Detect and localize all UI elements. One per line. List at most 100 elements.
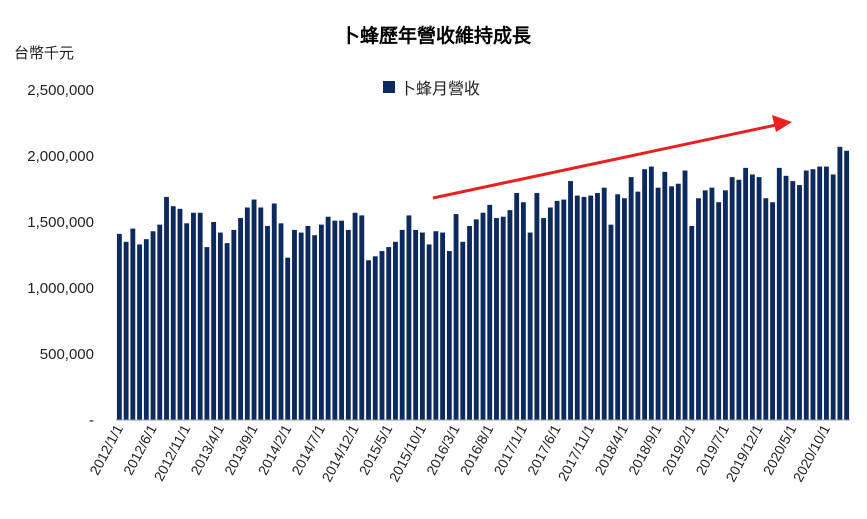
bar [534,192,540,420]
bar [568,181,573,420]
bar [164,196,169,420]
bar [406,215,412,420]
bar [473,219,479,420]
bar [460,241,466,420]
y-tick-label: 1,000,000 [27,280,94,297]
bar [211,222,217,420]
y-axis: - 500,000 1,000,000 1,500,000 2,000,000 2,500… [27,82,94,429]
bar [574,195,580,420]
bar [116,233,122,420]
bar [830,174,836,420]
bar [217,232,223,420]
bar [749,174,755,420]
bar [123,241,129,420]
bar [285,257,291,420]
bar [244,207,250,420]
bar [325,216,331,420]
y-unit-label: 台幣千元 [14,44,74,62]
bar [770,202,775,420]
bar [184,223,190,420]
bar [298,232,304,420]
bar [743,167,749,420]
bar [177,208,183,420]
bar [635,191,641,420]
bar [736,179,742,420]
bar [844,150,850,420]
bar [224,243,230,420]
bar [520,202,526,420]
bar [426,244,432,420]
bar [399,229,405,420]
bar [238,218,243,420]
bar [716,202,722,420]
bar [763,198,769,420]
bar [487,204,493,420]
bar [541,218,547,420]
bar [675,183,681,420]
bar [433,231,439,420]
y-tick-label: 500,000 [40,346,94,363]
bar [446,251,452,420]
bar [359,215,365,420]
bar [393,241,398,420]
bar [783,175,789,420]
bar [817,166,823,420]
bar [810,169,816,420]
bar [137,244,142,420]
bar [339,220,345,420]
bar [258,207,264,420]
bar [366,260,371,420]
legend-label: 卜蜂月營收 [400,79,480,98]
bar [440,232,446,420]
bar [642,169,648,420]
bar [648,166,654,420]
y-tick-label: - [89,412,94,429]
bar [312,235,318,420]
bar [621,198,627,420]
bar [723,190,728,420]
legend-swatch [383,81,395,93]
legend: 卜蜂月營收 [383,79,480,98]
bar [453,214,459,420]
bar [581,196,587,420]
bar [561,199,567,420]
bar [265,225,270,420]
bar [419,232,425,420]
y-tick-label: 2,500,000 [27,82,94,99]
bar [251,199,257,420]
trend-arrow-line [432,123,777,200]
bar [292,229,297,420]
bar [756,177,762,420]
bar [507,210,513,420]
bar [689,225,695,420]
bar [595,192,600,420]
bar [413,229,419,420]
bar [588,195,594,420]
bar [130,228,136,420]
bar [682,170,688,420]
bar [494,218,499,420]
bar [608,224,614,420]
bar [601,187,607,420]
bar [709,187,715,420]
bar [790,181,796,420]
bar [318,224,324,420]
bar [729,177,735,420]
bar [797,185,802,420]
x-axis: 2012/1/12012/6/12012/11/12013/4/12013/9/… [86,422,833,485]
bar [386,247,392,420]
bar [480,212,486,420]
bar [547,207,553,420]
bar [191,212,196,420]
bar [467,225,472,420]
bar [143,239,149,420]
bar [628,177,634,420]
bar [379,251,385,420]
bar [197,212,203,420]
bars [116,146,850,420]
bar [204,247,210,420]
bar [157,224,163,420]
bar [231,229,237,420]
bar [702,190,708,420]
